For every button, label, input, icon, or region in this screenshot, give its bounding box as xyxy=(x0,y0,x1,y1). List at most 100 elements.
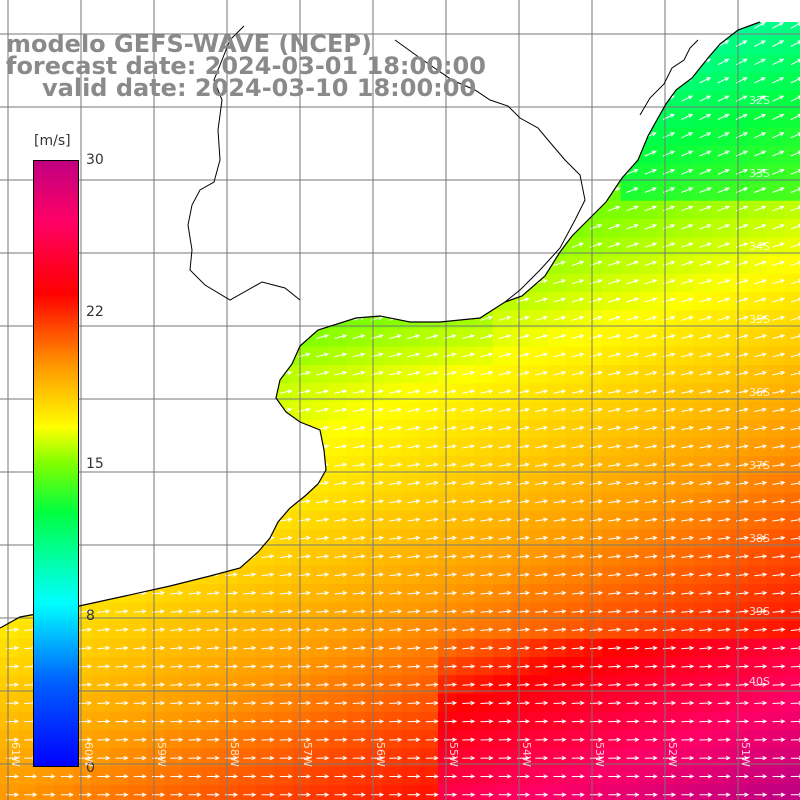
colorbar-gradient xyxy=(33,160,79,767)
wind-arrow xyxy=(352,517,366,522)
field-cell xyxy=(401,748,421,768)
wind-arrow xyxy=(407,737,421,742)
wind-arrow xyxy=(498,682,512,687)
wind-arrow xyxy=(644,499,658,504)
field-cell xyxy=(365,748,384,768)
wind-arrow xyxy=(772,279,786,285)
wind-arrow xyxy=(498,590,512,596)
wind-arrow xyxy=(790,554,800,559)
field-cell xyxy=(602,766,622,786)
field-cell xyxy=(529,766,549,786)
field-cell xyxy=(638,237,658,257)
wind-arrow xyxy=(681,95,694,102)
wind-arrow xyxy=(389,444,403,449)
wind-arrow xyxy=(352,444,366,449)
wind-arrow xyxy=(389,425,403,431)
wind-arrow xyxy=(754,279,767,285)
wind-arrow xyxy=(316,700,330,706)
field-cell xyxy=(784,766,800,786)
field-cell xyxy=(620,784,640,800)
wind-arrow xyxy=(553,352,567,358)
wind-arrow xyxy=(352,407,366,412)
field-cell xyxy=(36,784,56,800)
wind-arrow xyxy=(553,407,567,412)
wind-arrow xyxy=(498,517,512,522)
wind-arrow xyxy=(498,370,512,376)
lat-label-32s: 32S xyxy=(749,94,770,107)
wind-arrow xyxy=(772,572,786,577)
wind-arrow xyxy=(480,315,494,321)
wind-arrow xyxy=(626,792,640,797)
wind-arrow xyxy=(699,590,713,596)
wind-arrow xyxy=(626,682,640,687)
field-cell xyxy=(766,36,786,56)
wind-arrow xyxy=(352,609,366,614)
wind-arrow xyxy=(644,205,658,212)
wind-arrow xyxy=(316,407,330,412)
wind-arrow xyxy=(699,572,713,577)
field-cell xyxy=(54,766,74,786)
wind-arrow xyxy=(717,664,731,669)
wind-arrow xyxy=(389,792,403,797)
wind-arrow xyxy=(97,609,111,614)
wind-arrow xyxy=(699,462,713,467)
field-cell xyxy=(182,748,202,768)
wind-arrow xyxy=(644,370,658,376)
wind-arrow xyxy=(754,205,767,212)
field-cell xyxy=(584,784,603,800)
wind-arrow xyxy=(170,719,184,724)
wind-arrow xyxy=(754,425,768,431)
wind-arrow xyxy=(772,609,786,614)
field-cell xyxy=(255,766,275,786)
field-cell xyxy=(547,766,567,786)
wind-arrow xyxy=(681,169,694,175)
field-cell xyxy=(474,766,494,786)
wind-arrow xyxy=(626,425,640,431)
wind-arrow xyxy=(188,719,202,724)
wind-arrow xyxy=(206,719,220,724)
wind-arrow xyxy=(553,792,567,797)
wind-arrow xyxy=(681,444,695,449)
wind-arrow xyxy=(553,260,566,266)
wind-arrow xyxy=(498,480,512,486)
wind-arrow xyxy=(407,645,421,651)
field-cell xyxy=(365,784,384,800)
wind-arrow xyxy=(772,627,786,632)
wind-arrow xyxy=(535,645,549,651)
wind-arrow xyxy=(352,792,366,797)
wind-arrow xyxy=(571,407,585,412)
wind-arrow xyxy=(644,792,658,797)
wind-arrow xyxy=(754,77,767,84)
field-cell xyxy=(657,255,676,275)
wind-arrow xyxy=(498,645,512,651)
wind-arrow xyxy=(389,755,403,761)
colorbar-tick-15: 15 xyxy=(86,456,104,472)
wind-arrow xyxy=(97,700,111,706)
wind-arrow xyxy=(334,389,348,394)
wind-arrow xyxy=(462,774,476,779)
wind-arrow xyxy=(334,627,348,632)
wind-arrow xyxy=(699,242,712,248)
wind-arrow xyxy=(553,664,567,669)
wind-arrow xyxy=(553,627,567,632)
wind-arrow xyxy=(133,755,147,761)
wind-arrow xyxy=(188,774,202,779)
field-cell xyxy=(693,127,713,147)
wind-arrow xyxy=(462,792,476,797)
wind-arrow xyxy=(754,755,768,761)
wind-arrow xyxy=(279,590,293,596)
wind-arrow xyxy=(717,609,731,614)
wind-arrow xyxy=(644,590,658,596)
wind-arrow xyxy=(462,535,476,541)
wind-arrow xyxy=(462,499,476,504)
field-cell xyxy=(730,219,749,238)
field-cell xyxy=(748,36,768,56)
wind-arrow xyxy=(571,352,585,358)
wind-arrow xyxy=(480,499,494,504)
wind-arrow xyxy=(790,774,800,779)
wind-arrow xyxy=(316,389,330,394)
wind-arrow xyxy=(608,334,622,339)
wind-arrow xyxy=(425,425,439,431)
wind-arrow xyxy=(571,389,585,394)
wind-arrow xyxy=(608,425,622,431)
